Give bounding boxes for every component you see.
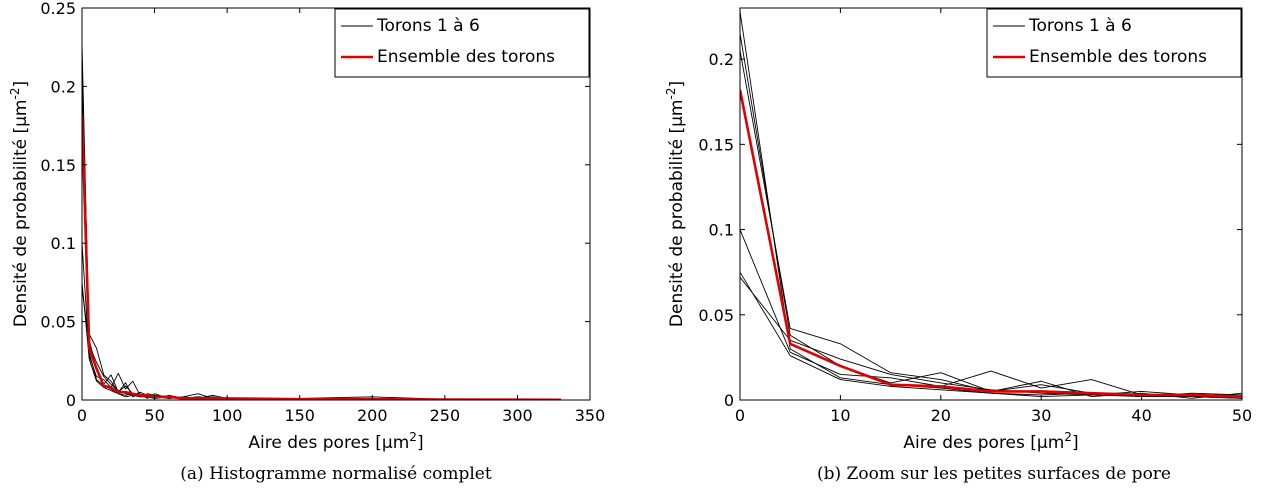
series-line-toron-2 xyxy=(740,33,1242,399)
x-tick-label: 0 xyxy=(735,406,745,425)
y-tick-label: 0.05 xyxy=(40,313,76,332)
series-line-toron-1 xyxy=(82,42,561,400)
series-line-toron-4 xyxy=(740,229,1242,399)
y-tick-label: 0.15 xyxy=(40,156,76,175)
y-tick-label: 0.1 xyxy=(709,221,734,240)
series-line-ensemble xyxy=(82,114,561,400)
legend-label-ensemble: Ensemble des torons xyxy=(377,47,555,67)
y-tick-label: 0.2 xyxy=(51,77,76,96)
y-tick-label: 0 xyxy=(66,391,76,410)
legend-label-torons: Torons 1 à 6 xyxy=(376,16,480,36)
x-tick-label: 300 xyxy=(502,406,533,425)
series-line-toron-6 xyxy=(82,287,561,400)
y-tick-label: 0.2 xyxy=(709,50,734,69)
x-tick-label: 200 xyxy=(357,406,388,425)
axes-frame xyxy=(739,7,1243,401)
y-tick-label: 0.1 xyxy=(51,234,76,253)
legend: Torons 1 à 6 Ensemble des torons xyxy=(986,8,1242,78)
y-axis-label: Densité de probabilité [μm-2] xyxy=(664,81,687,327)
x-tick-label: 0 xyxy=(77,406,87,425)
legend-box xyxy=(334,8,590,78)
chart-b-caption: (b) Zoom sur les petites surfaces de por… xyxy=(816,464,1171,484)
chart-a-svg: 0 50 100 150 200 250 300 350 0 0.05 0.1 0.15 0.2 0.25… xyxy=(8,0,606,453)
legend-label-ensemble: Ensemble des torons xyxy=(1029,47,1207,67)
x-axis-label: Aire des pores [μm2] xyxy=(248,430,423,453)
y-tick-label: 0.15 xyxy=(698,135,734,154)
legend: Torons 1 à 6 Ensemble des torons xyxy=(334,8,590,78)
x-tick-label: 50 xyxy=(1232,406,1252,425)
legend-box xyxy=(986,8,1242,78)
plot-area xyxy=(82,42,561,400)
axes-frame xyxy=(81,7,591,401)
series-line-toron-2 xyxy=(82,62,561,400)
x-axis-label: Aire des pores [μm2] xyxy=(903,430,1078,453)
series-line-toron-5 xyxy=(82,282,561,400)
x-tick-label: 100 xyxy=(212,406,243,425)
chart-b-svg: 0 10 20 30 40 50 0 0.05 0.1 0.15 0.2 Aire des pores… xyxy=(664,7,1252,453)
y-tick-label: 0.25 xyxy=(40,0,76,18)
series-line-toron-6 xyxy=(740,277,1242,399)
x-tick-label: 350 xyxy=(575,406,606,425)
plot-area xyxy=(740,11,1242,399)
legend-label-torons: Torons 1 à 6 xyxy=(1028,16,1132,36)
series-line-toron-5 xyxy=(740,271,1242,398)
x-tick-label: 20 xyxy=(931,406,951,425)
y-tick-label: 0.05 xyxy=(698,306,734,325)
x-tick-label: 150 xyxy=(284,406,315,425)
x-tick-label: 40 xyxy=(1131,406,1151,425)
y-axis-label: Densité de probabilité [μm-2] xyxy=(8,81,31,327)
x-tick-label: 30 xyxy=(1031,406,1051,425)
chart-panel-a: 0 50 100 150 200 250 300 350 0 0.05 0.1 0.15 0.2 0.25… xyxy=(0,0,625,495)
chart-panel-b: 0 10 20 30 40 50 0 0.05 0.1 0.15 0.2 Aire des pores… xyxy=(630,0,1261,495)
series-line-ensemble xyxy=(740,89,1242,398)
y-tick-label: 0 xyxy=(724,391,734,410)
series-line-toron-4 xyxy=(82,243,561,400)
x-tick-label: 50 xyxy=(144,406,164,425)
series-line-toron-3 xyxy=(740,50,1242,398)
series-line-toron-3 xyxy=(82,78,561,400)
chart-a-caption: (a) Histogramme normalisé complet xyxy=(180,464,492,484)
x-tick-label: 250 xyxy=(430,406,461,425)
x-tick-label: 10 xyxy=(830,406,850,425)
